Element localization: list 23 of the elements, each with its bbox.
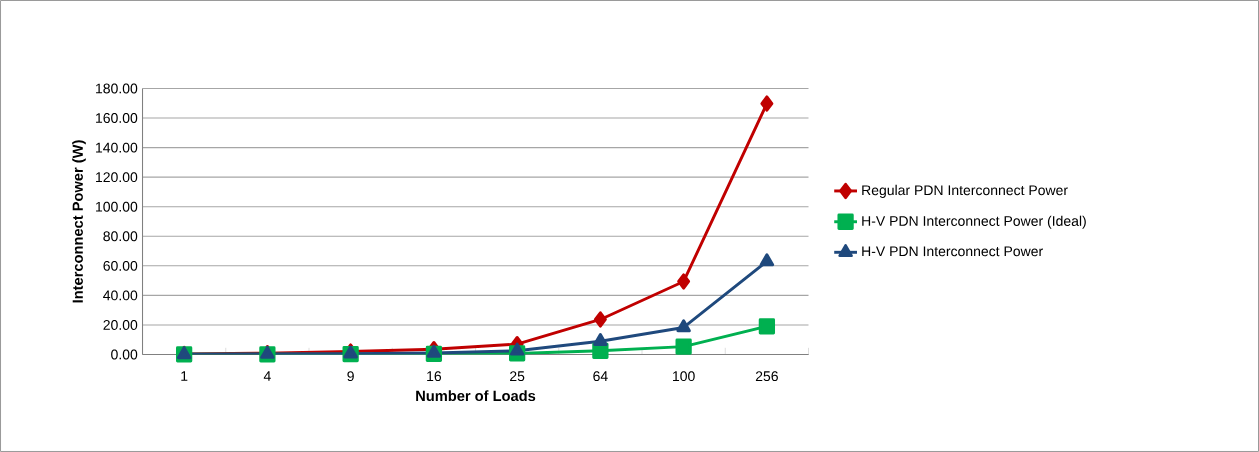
y-tick-label: 0.00 [111, 349, 138, 360]
y-tick-label: 120.00 [96, 172, 138, 183]
x-tick-label: 4 [263, 371, 271, 381]
y-tick-label: 20.00 [103, 319, 138, 330]
y-axis-title: Interconnect Power (W) [72, 140, 86, 303]
y-tick-label: 100.00 [96, 201, 138, 212]
y-tick-label: 140.00 [96, 142, 138, 153]
x-axis-title: Number of Loads [416, 390, 536, 402]
x-tick-label: 16 [427, 371, 442, 382]
x-tick-label: 1 [181, 371, 188, 381]
x-tick-label: 9 [347, 371, 354, 382]
x-tick-label: 256 [755, 371, 778, 382]
legend-label: H-V PDN Interconnect Power [862, 246, 1043, 257]
y-tick-label: 160.00 [96, 113, 138, 124]
y-tick-label: 60.00 [103, 260, 138, 271]
x-tick-label: 25 [510, 371, 525, 382]
y-tick-label: 80.00 [103, 231, 138, 242]
legend-label: Regular PDN Interconnect Power [862, 184, 1068, 198]
y-tick-label: 180.00 [96, 83, 138, 94]
y-tick-label: 40.00 [103, 290, 138, 301]
x-tick-label: 64 [593, 371, 608, 382]
x-tick-label: 100 [673, 371, 695, 382]
legend-label: H-V PDN Interconnect Power (Ideal) [862, 215, 1086, 229]
